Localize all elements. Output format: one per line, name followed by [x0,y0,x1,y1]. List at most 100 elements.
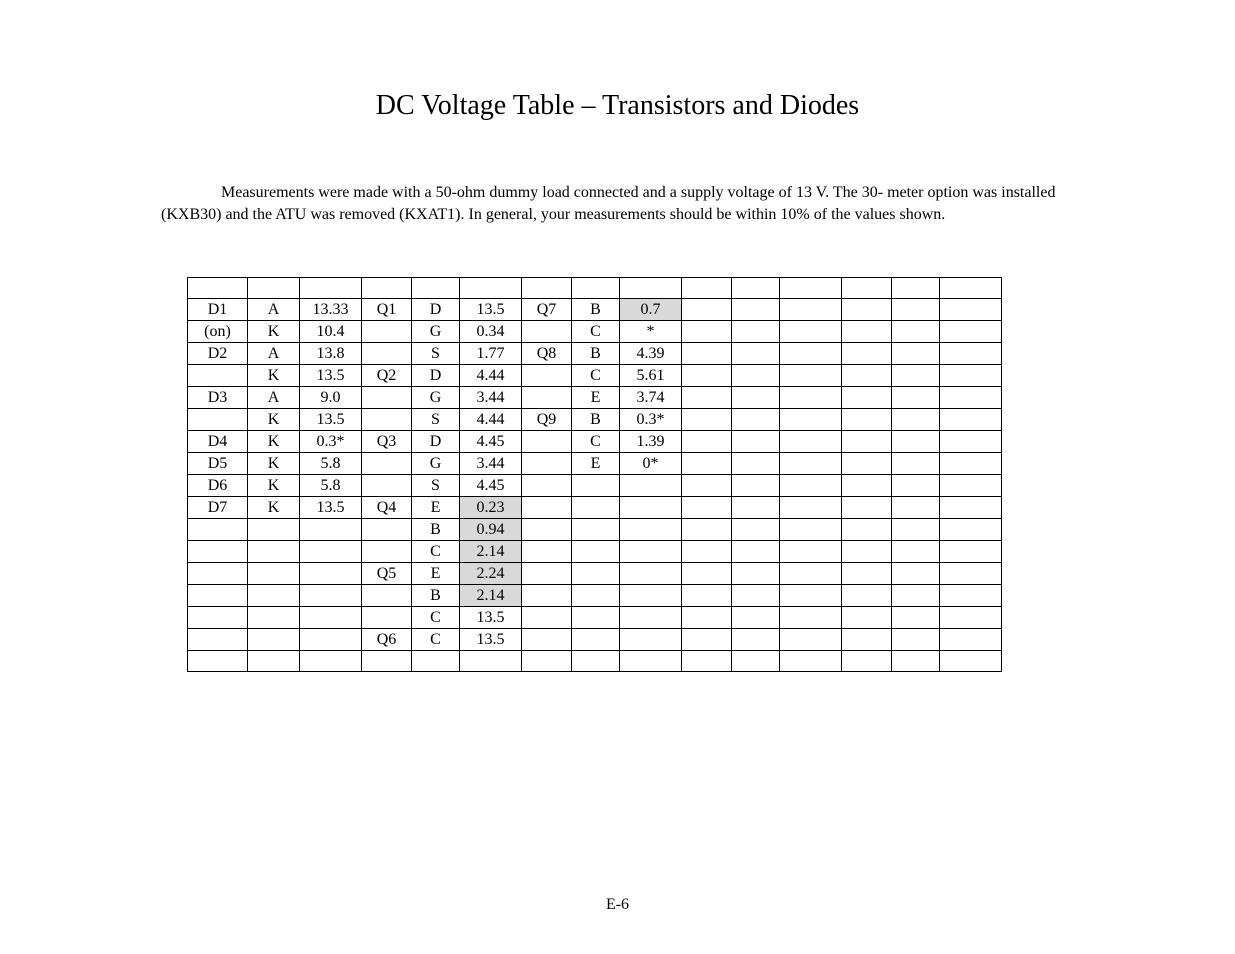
table-cell [732,628,780,650]
table-cell [842,650,892,671]
table-cell [362,540,412,562]
table-cell [682,430,732,452]
table-cell [892,496,940,518]
table-cell: E [412,562,460,584]
table-cell: D [412,364,460,386]
table-cell [248,518,300,540]
table-row: D7K13.5Q4E0.23 [188,496,1002,518]
table-row: K13.5S4.44Q9B0.3* [188,408,1002,430]
table-cell: E [412,496,460,518]
table-cell: S [412,342,460,364]
table-cell [732,320,780,342]
table-cell: K [248,430,300,452]
table-cell: 13.5 [460,628,522,650]
table-cell [188,518,248,540]
table-cell [362,518,412,540]
table-cell: 0.94 [460,518,522,540]
table-cell [362,452,412,474]
table-cell: Q2 [362,364,412,386]
table-cell: 13.8 [300,342,362,364]
table-cell [892,277,940,298]
table-cell: 4.44 [460,364,522,386]
table-cell: 13.5 [300,408,362,430]
table-cell [522,650,572,671]
table-cell [300,628,362,650]
table-cell [780,606,842,628]
table-cell [522,584,572,606]
table-cell [248,562,300,584]
table-cell: K [248,364,300,386]
table-cell: C [412,540,460,562]
table-cell [940,277,1002,298]
table-cell [522,496,572,518]
table-cell [842,386,892,408]
table-cell [940,496,1002,518]
table-cell: C [412,606,460,628]
table-cell: K [248,320,300,342]
table-cell: 10.4 [300,320,362,342]
table-cell [780,584,842,606]
table-cell [842,277,892,298]
table-cell [188,584,248,606]
table-cell: 0.3* [620,408,682,430]
table-cell [892,320,940,342]
table-cell: 13.5 [460,298,522,320]
table-cell: D [412,430,460,452]
table-row: D4K0.3*Q3D4.45C1.39 [188,430,1002,452]
table-cell: 4.39 [620,342,682,364]
voltage-table: D1A13.33Q1D13.5Q7B0.7(on)K10.4G0.34C*D2A… [187,277,1002,672]
table-cell: 2.14 [460,540,522,562]
table-cell [620,650,682,671]
table-cell [842,430,892,452]
table-cell [620,628,682,650]
table-row: B0.94 [188,518,1002,540]
table-cell: 1.39 [620,430,682,452]
table-cell [732,474,780,496]
table-cell: B [412,518,460,540]
table-cell: 13.5 [460,606,522,628]
table-cell [732,562,780,584]
table-cell [892,364,940,386]
table-cell [300,518,362,540]
table-cell [620,540,682,562]
table-cell [362,584,412,606]
table-cell [732,452,780,474]
table-cell [780,650,842,671]
table-cell: 0.34 [460,320,522,342]
table-cell [892,518,940,540]
table-cell [300,562,362,584]
table-cell [620,562,682,584]
table-cell [780,320,842,342]
table-row: B2.14 [188,584,1002,606]
table-cell [892,408,940,430]
table-cell [682,518,732,540]
table-cell: K [248,408,300,430]
table-cell [940,364,1002,386]
table-cell [188,562,248,584]
table-cell [300,606,362,628]
table-cell [522,277,572,298]
table-cell: 3.44 [460,386,522,408]
table-cell [682,606,732,628]
table-cell [620,606,682,628]
table-cell: C [412,628,460,650]
table-cell [522,320,572,342]
table-cell [892,540,940,562]
table-cell [682,320,732,342]
table-row: D3A9.0G3.44E3.74 [188,386,1002,408]
table-cell [682,540,732,562]
table-cell [842,452,892,474]
table-cell [188,650,248,671]
table-cell [362,386,412,408]
table-cell [780,298,842,320]
table-cell [732,342,780,364]
table-cell [572,584,620,606]
table-cell [780,430,842,452]
table-cell: K [248,496,300,518]
table-cell: D2 [188,342,248,364]
table-cell: Q8 [522,342,572,364]
table-cell [248,540,300,562]
table-cell [842,474,892,496]
table-cell: 0.3* [300,430,362,452]
table-cell [842,342,892,364]
